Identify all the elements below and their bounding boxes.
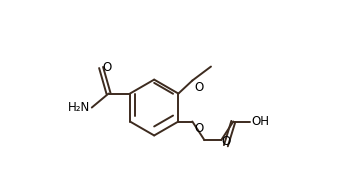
Text: O: O: [221, 135, 231, 148]
Text: O: O: [194, 81, 203, 94]
Text: H₂N: H₂N: [68, 101, 90, 114]
Text: OH: OH: [251, 115, 269, 128]
Text: O: O: [102, 61, 111, 74]
Text: O: O: [194, 122, 203, 136]
